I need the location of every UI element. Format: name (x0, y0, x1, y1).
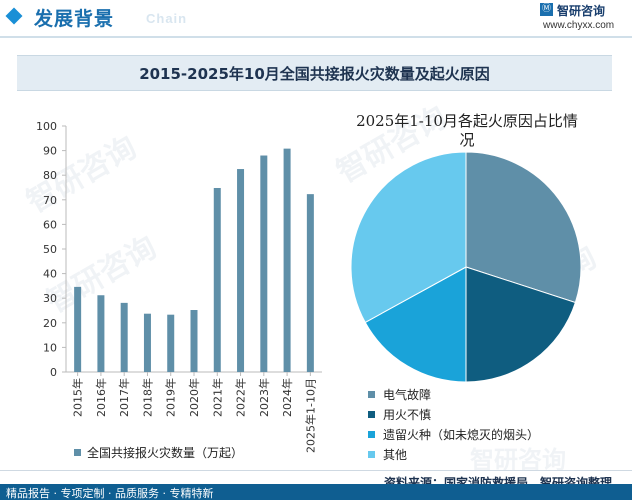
chart-title: 2015-2025年10月全国共接报火灾数量及起火原因 (139, 65, 490, 83)
bar (74, 286, 82, 372)
page-header: 发展背景 Chain Ⓜ 智研咨询 www.chyxx.com (0, 0, 632, 34)
bar (306, 194, 314, 372)
header-title: 发展背景 (34, 8, 115, 30)
bar (283, 148, 291, 372)
header-subtitle: Chain (146, 11, 188, 26)
pie-chart (350, 151, 582, 383)
x-tick-label: 2020年 (187, 378, 201, 417)
legend-item: 遗留火种（如未熄灭的烟头） (368, 424, 539, 444)
legend-item: 电气故障 (368, 384, 539, 404)
pie-slice (465, 151, 582, 304)
logo-name: 智研咨询 (557, 4, 606, 18)
logo-url: www.chyxx.com (543, 20, 615, 31)
x-tick-label: 2016年 (94, 378, 108, 417)
bar (167, 314, 175, 372)
x-tick-label: 2019年 (164, 378, 178, 417)
bar (213, 187, 221, 372)
x-tick-label: 2017年 (117, 378, 131, 417)
legend-swatch (74, 449, 81, 456)
legend-label: 遗留火种（如未熄灭的烟头） (383, 427, 540, 442)
y-tick-label: 70 (43, 194, 57, 207)
y-tick-label: 60 (43, 218, 57, 231)
y-tick-label: 50 (43, 243, 57, 256)
bar-legend: 全国共接报火灾数量（万起） (74, 444, 243, 461)
x-tick-label: 2023年 (257, 378, 271, 417)
bar-chart: 0 10 20 30 40 50 60 70 80 90 100 2015年 2016年 2017年 201… (36, 120, 322, 453)
chart-title-bar: 2015-2025年10月全国共接报火灾数量及起火原因 (17, 55, 612, 91)
legend-label: 电气故障 (383, 387, 432, 402)
pie-title: 2025年1-10月各起火原因占比情况 (356, 112, 578, 149)
footer-bar: 精品报告 · 专项定制 · 品质服务 · 专精特新 (0, 484, 632, 500)
footer-services: 精品报告 · 专项定制 · 品质服务 · 专精特新 (6, 487, 214, 500)
bar (97, 295, 105, 372)
x-tick-label: 2024年 (280, 378, 294, 417)
watermark: 智研咨询 (470, 446, 566, 474)
y-tick-label: 80 (43, 169, 57, 182)
y-tick-label: 0 (50, 366, 57, 379)
x-tick-label: 2018年 (140, 378, 154, 417)
legend-swatch (368, 430, 375, 438)
bar (237, 169, 245, 372)
legend-swatch (368, 410, 375, 418)
x-tick-label: 2022年 (234, 378, 248, 417)
pie-slice (364, 266, 467, 383)
legend-item: 用火不慎 (368, 404, 539, 424)
bar (260, 155, 268, 372)
y-tick-label: 30 (43, 292, 57, 305)
pie-legend: 电气故障 用火不慎 遗留火种（如未熄灭的烟头） 其他 (368, 384, 539, 464)
x-tick-label: 2015年 (71, 378, 85, 417)
y-tick-label: 20 (43, 317, 57, 330)
pie-slice (465, 266, 577, 383)
pie-slice (350, 151, 467, 324)
legend-swatch (368, 390, 375, 398)
legend-swatch (368, 450, 375, 458)
bar (120, 302, 128, 372)
legend-item: 其他 (368, 444, 539, 464)
header-divider (0, 36, 632, 38)
y-tick-label: 10 (43, 341, 57, 354)
x-tick-label: 2025年1-10月 (303, 378, 317, 453)
legend-label: 其他 (383, 447, 408, 462)
x-tick-label: 2021年 (210, 378, 224, 417)
legend-label: 全国共接报火灾数量（万起） (87, 446, 244, 460)
bar (190, 310, 198, 372)
footer-divider (0, 470, 632, 471)
y-tick-label: 100 (36, 120, 57, 133)
diamond-icon (5, 7, 23, 25)
y-tick-label: 40 (43, 268, 57, 281)
y-tick-label: 90 (43, 145, 57, 158)
logo-icon: Ⓜ (540, 3, 553, 16)
bar (143, 313, 151, 372)
legend-label: 用火不慎 (383, 407, 432, 422)
